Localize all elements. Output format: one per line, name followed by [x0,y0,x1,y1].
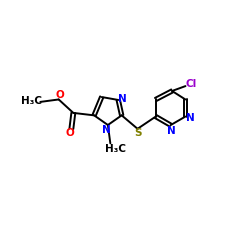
Text: H₃C: H₃C [21,96,42,106]
Text: N: N [168,126,176,136]
Text: N: N [118,94,126,104]
Text: O: O [66,128,74,138]
Text: H₃C: H₃C [105,144,126,154]
Text: Cl: Cl [186,79,197,89]
Text: O: O [56,90,64,100]
Text: N: N [102,125,111,135]
Text: S: S [134,128,142,138]
Text: N: N [186,113,195,123]
